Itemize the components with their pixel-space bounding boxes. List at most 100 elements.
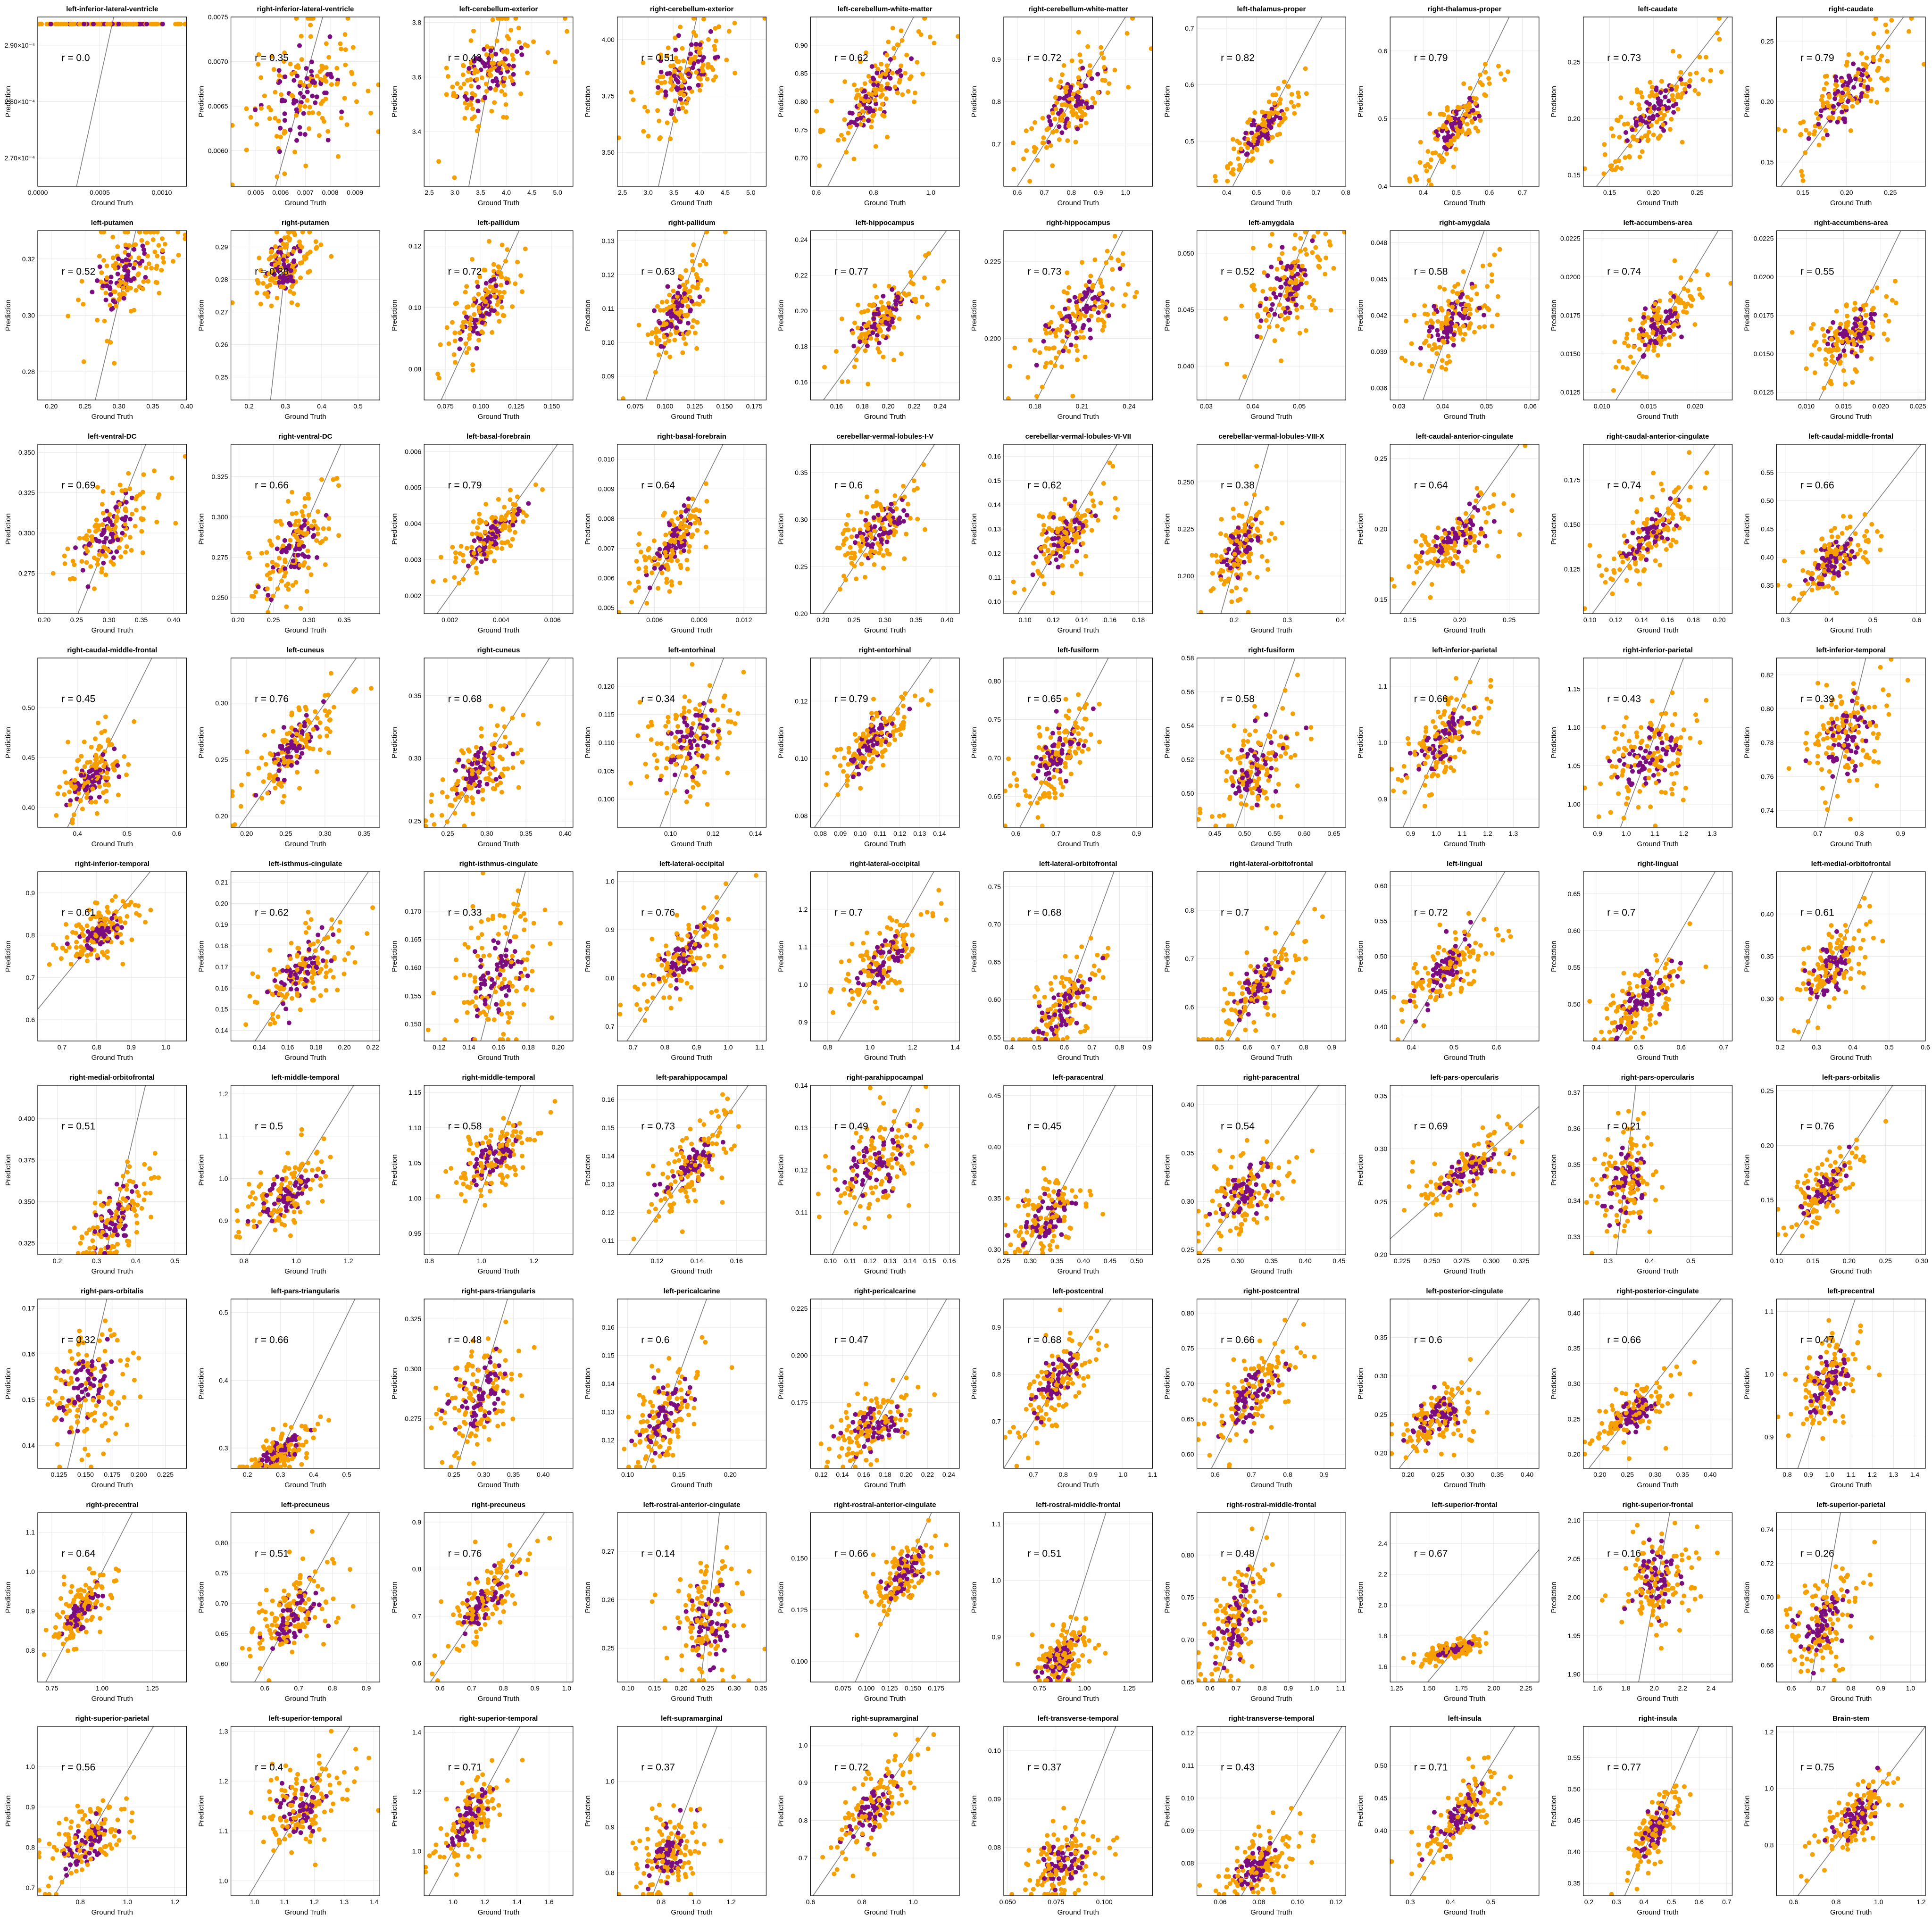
data-point-orange [1105,90,1110,95]
data-point-orange [1715,30,1720,35]
data-point-orange [273,116,278,121]
data-point-purple [489,536,494,541]
data-point-orange [119,274,125,279]
data-point-purple [1869,312,1874,317]
data-point-purple [677,284,682,289]
data-point-orange [88,564,93,569]
data-point-orange [298,563,303,568]
data-point-orange [1838,359,1843,365]
data-point-purple [1278,260,1283,265]
x-tick-label: 0.125 [686,402,703,410]
data-point-purple [1087,279,1092,284]
data-point-purple [1454,109,1459,114]
x-tick-label: 0.35 [146,402,159,410]
data-point-orange [1877,58,1882,63]
data-point-orange [161,260,167,265]
data-point-orange [627,581,632,586]
data-point-orange [1649,123,1654,128]
data-point-orange [1451,337,1456,342]
data-point-orange [264,550,269,555]
data-point-orange [464,305,469,310]
plot-frame [1776,17,1926,187]
data-point-orange [315,526,320,531]
data-point-orange [1065,291,1070,296]
data-point-orange [123,242,128,248]
data-point-orange [1841,368,1846,373]
data-point-orange [125,285,131,290]
data-point-orange [1728,281,1732,286]
data-point-orange [706,62,711,67]
data-point-orange [1076,310,1081,316]
data-point-purple [108,280,113,285]
data-point-orange [1487,262,1492,267]
data-point-purple [1057,124,1062,129]
data-point-purple [1263,114,1268,118]
data-point-purple [675,291,680,296]
data-point-purple [1303,273,1308,278]
data-point-orange [845,379,850,384]
data-point-purple [474,346,479,351]
data-point-orange [1024,128,1029,133]
data-point-purple [689,42,694,47]
data-point-orange [1838,322,1843,326]
data-point-orange [1829,337,1834,342]
data-point-orange [852,550,857,556]
data-point-orange [656,352,661,358]
data-point-orange [906,291,911,297]
x-tick-label: 2.5 [425,189,434,196]
data-point-purple [1287,310,1292,316]
data-point-purple [674,526,679,532]
x-tick-label: 0.006 [544,616,561,624]
identity-line [76,17,114,186]
data-point-orange [453,301,458,306]
data-point-orange [117,483,123,488]
data-point-orange [1313,245,1318,250]
data-point-orange [1260,289,1266,294]
data-point-purple [1859,91,1865,96]
data-point-orange [475,128,480,133]
data-point-purple [1477,306,1482,311]
data-point-orange [1071,112,1075,117]
panel-title: left-inferior-lateral-ventricle [66,5,158,13]
data-point-orange [684,279,690,284]
data-point-orange [690,258,695,264]
data-point-orange [281,543,286,549]
data-point-orange [671,288,676,293]
data-point-orange [258,75,264,80]
y-tick-label: 0.200 [984,334,1001,342]
data-point-orange [856,302,861,308]
data-point-orange [1264,318,1269,323]
data-point-orange [256,62,261,67]
data-point-orange [1083,120,1089,125]
x-tick-label: 0.7 [1040,189,1049,196]
data-point-orange [1060,339,1065,344]
data-point-orange [1499,71,1503,76]
x-tick-label: 0.30 [302,616,315,624]
data-point-purple [1469,282,1474,287]
data-point-purple [1096,297,1101,302]
data-point-purple [108,275,114,280]
data-point-orange [256,281,261,286]
x-tick-label: 0.21 [1075,402,1088,410]
data-point-orange [288,61,293,67]
data-point-purple [298,249,302,254]
data-point-orange [306,565,311,570]
data-point-orange [1024,148,1029,153]
data-point-orange [1412,313,1417,317]
data-point-orange [257,255,262,260]
data-point-orange [1101,308,1106,314]
data-point-purple [1638,115,1643,120]
data-point-orange [674,55,679,60]
data-point-orange [668,332,673,337]
data-point-orange [1829,349,1834,354]
data-point-orange [1583,166,1587,171]
data-point-purple [1838,353,1842,358]
data-point-orange [299,57,304,62]
data-point-purple [493,519,498,524]
data-point-purple [1451,332,1457,337]
data-point-purple [479,559,484,564]
y-tick-label: 0.006 [598,574,615,582]
data-point-purple [1853,76,1858,82]
data-point-purple [1251,118,1256,123]
data-point-purple [690,65,695,70]
